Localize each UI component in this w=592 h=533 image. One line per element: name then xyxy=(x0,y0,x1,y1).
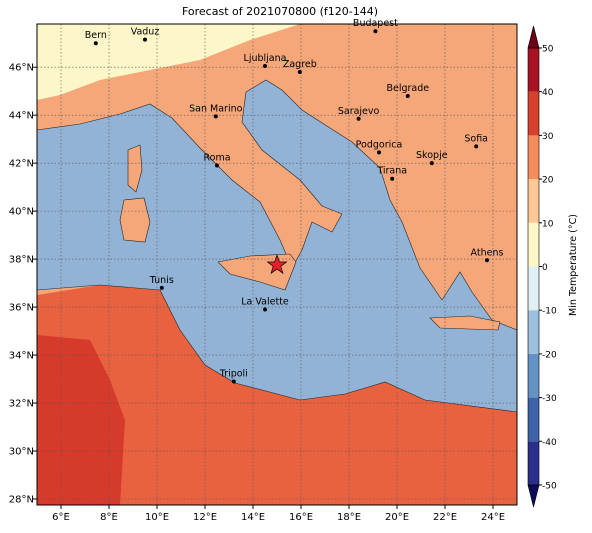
city-dot xyxy=(485,258,489,263)
city-dot xyxy=(93,41,98,46)
lat-tick-label: 34°N xyxy=(9,351,34,362)
lat-tick-label: 36°N xyxy=(9,303,34,314)
colorbar-band xyxy=(528,441,539,485)
colorbar-band xyxy=(528,135,539,180)
colorbar-tick-label: -50 xyxy=(542,482,557,492)
city-dot xyxy=(390,176,395,181)
city-label: Tunis xyxy=(149,275,174,286)
lon-tick-label: 16°E xyxy=(289,512,313,523)
lon-tick-label: 10°E xyxy=(145,512,169,523)
colorbar-label: Min Temperature (°C) xyxy=(568,214,579,316)
city-label: Roma xyxy=(203,153,230,164)
city-label: Podgorica xyxy=(356,139,403,150)
city-dot xyxy=(405,93,410,98)
city-label: Skopje xyxy=(416,150,448,161)
colorbar-tick-label: 0 xyxy=(542,263,548,273)
city-dot xyxy=(429,161,434,166)
city-label: Bern xyxy=(85,30,107,41)
colorbar-tick-label: -10 xyxy=(542,307,557,317)
city-dot xyxy=(159,285,164,290)
colorbar-band xyxy=(528,266,539,311)
city-label: Zagreb xyxy=(283,59,317,70)
city-dot xyxy=(263,63,267,68)
lon-tick-label: 20°E xyxy=(385,512,409,523)
city-label: La Valette xyxy=(241,296,289,307)
crete xyxy=(429,315,501,331)
lon-tick-label: 12°E xyxy=(193,512,217,523)
lat-tick-label: 40°N xyxy=(9,207,34,218)
lon-tick-label: 18°E xyxy=(337,512,361,523)
colorbar-tick-label: -20 xyxy=(542,350,557,360)
colorbar-extend-high xyxy=(527,25,540,49)
overlay: 6°E 8°E 10°E 12°E 14°E 16°E 18°E 20°E 22°E 24°E 28… xyxy=(9,18,557,523)
colorbar-band xyxy=(528,91,539,136)
city-label: Belgrade xyxy=(386,83,429,94)
city-label: Vaduz xyxy=(131,27,160,38)
alps-cold-zone xyxy=(37,24,300,100)
city-label: Tripoli xyxy=(219,368,248,379)
city-dot xyxy=(356,116,361,121)
city-dot xyxy=(213,114,218,119)
colorbar-tick-label: 10 xyxy=(542,219,554,229)
city-dot xyxy=(377,150,381,155)
colorbar-tick-label: -40 xyxy=(542,438,557,448)
city-dot xyxy=(263,307,267,312)
colorbar-band xyxy=(528,48,539,92)
lon-tick-label: 24°E xyxy=(481,512,505,523)
lon-tick-label: 6°E xyxy=(52,512,70,523)
city-label: Athens xyxy=(471,247,504,258)
lat-tick-label: 32°N xyxy=(9,399,34,410)
lat-tick-label: 44°N xyxy=(9,111,34,122)
colorbar-extend-low xyxy=(527,484,540,508)
city-label: Ljubljana xyxy=(244,53,287,64)
lat-tick-label: 38°N xyxy=(9,255,34,266)
africa-hot-zone xyxy=(37,335,125,505)
forecast-point xyxy=(266,254,288,275)
city-label: Tirana xyxy=(376,166,407,177)
colorbar-band xyxy=(528,310,539,354)
colorbar-tick-label: 30 xyxy=(542,132,554,142)
lat-tick-label: 28°N xyxy=(9,495,34,506)
lon-tick-label: 8°E xyxy=(100,512,118,523)
map-frame xyxy=(36,23,518,506)
colorbar-band xyxy=(528,222,539,267)
city-label: Sarajevo xyxy=(338,106,380,117)
city-dot xyxy=(474,144,479,149)
colorbar-tick-label: 40 xyxy=(542,88,554,98)
city-dot xyxy=(297,69,302,74)
city-dot xyxy=(373,29,378,34)
corsica xyxy=(127,144,143,193)
city-label: San Marino xyxy=(189,103,242,114)
lon-tick-label: 22°E xyxy=(433,512,457,523)
colorbar-tick-label: 50 xyxy=(542,45,554,55)
colorbar-band xyxy=(528,353,539,398)
lat-tick-label: 46°N xyxy=(9,63,34,74)
lat-tick-label: 30°N xyxy=(9,447,34,458)
colorbar-tick-label: -30 xyxy=(542,394,557,404)
sardinia xyxy=(119,197,151,243)
title: Forecast of 2021070800 (f120-144) xyxy=(182,5,378,18)
colorbar-tick-label: 20 xyxy=(542,176,554,186)
colorbar-band xyxy=(528,179,539,223)
city-dot xyxy=(143,37,147,42)
lat-tick-label: 42°N xyxy=(9,159,34,170)
city-label: Sofia xyxy=(464,133,488,144)
colorbar-band xyxy=(528,397,539,442)
city-dot xyxy=(231,379,236,384)
lon-tick-label: 14°E xyxy=(241,512,265,523)
city-dot xyxy=(215,163,219,168)
